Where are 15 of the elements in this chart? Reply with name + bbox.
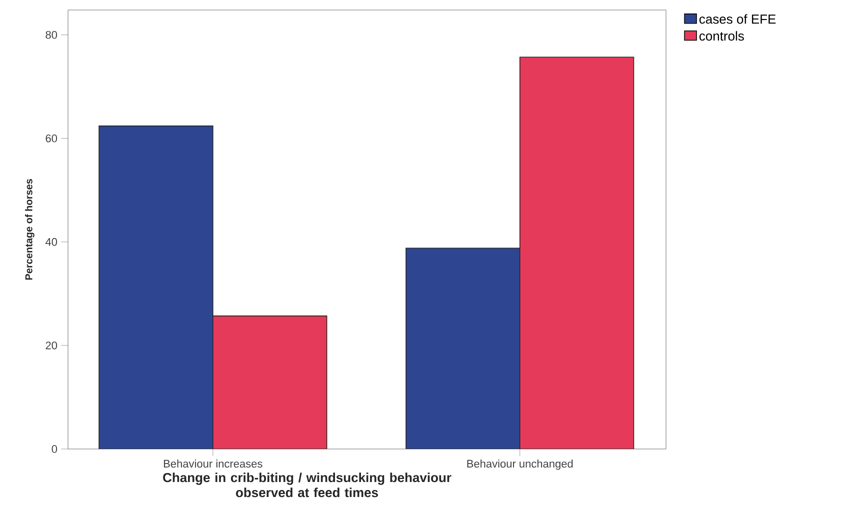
y-tick-label: 80 bbox=[46, 30, 58, 39]
bar bbox=[406, 248, 520, 449]
bar bbox=[212, 316, 328, 449]
legend-label: controls bbox=[699, 31, 744, 41]
y-tick-label: 60 bbox=[46, 134, 58, 142]
y-axis-title: Percentage of horses bbox=[25, 179, 34, 280]
bar bbox=[519, 56, 634, 449]
y-tick-label: 40 bbox=[45, 238, 58, 246]
bar bbox=[98, 126, 214, 449]
y-tick-label: 20 bbox=[46, 342, 58, 350]
x-tick-label: Behaviour increases bbox=[164, 460, 262, 468]
x-tick-label: Behaviour unchanged bbox=[467, 460, 573, 470]
x-axis-title: Change in crib-biting / windsucking behaviour observed at feed times bbox=[163, 472, 452, 498]
legend-label: cases of EFE bbox=[699, 14, 776, 24]
y-tick-label: 0 bbox=[52, 445, 58, 453]
